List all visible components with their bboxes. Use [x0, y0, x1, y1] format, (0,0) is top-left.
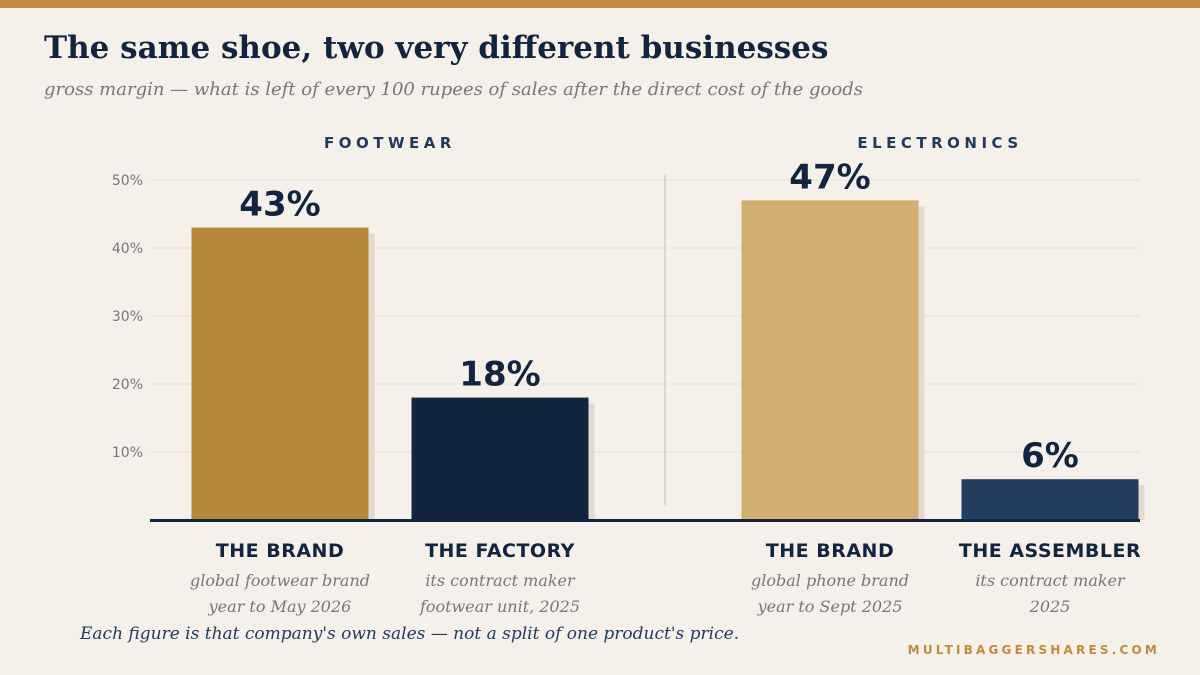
bar-period: year to May 2026: [208, 597, 352, 616]
bar-period: year to Sept 2025: [757, 597, 903, 616]
chart-subtitle: gross margin — what is left of every 100…: [44, 79, 863, 100]
bar-category-label: THE FACTORY: [425, 540, 575, 562]
bar-category-label: THE BRAND: [766, 540, 894, 562]
site-credit: MULTIBAGGERSHARES.COM: [907, 643, 1160, 657]
bar: [961, 479, 1139, 520]
top-accent-bar: [0, 0, 1200, 8]
bar-category-label: THE BRAND: [216, 540, 344, 562]
bar-period: footwear unit, 2025: [419, 597, 580, 616]
bar-description: its contract maker: [975, 571, 1126, 590]
bar-value-label: 47%: [789, 157, 870, 197]
bar: [411, 397, 589, 520]
bar: [191, 227, 369, 520]
bar-category-label: THE ASSEMBLER: [959, 540, 1141, 562]
bar-value-label: 18%: [459, 355, 540, 395]
bar-description: global phone brand: [751, 571, 909, 590]
bar-period: 2025: [1029, 597, 1071, 616]
bar-description: global footwear brand: [190, 571, 370, 590]
group-label: ELECTRONICS: [857, 134, 1022, 152]
group-label: FOOTWEAR: [324, 134, 456, 152]
bar-value-label: 43%: [239, 185, 320, 225]
bar-value-label: 6%: [1021, 436, 1079, 476]
footnote: Each figure is that company's own sales …: [80, 624, 740, 644]
bar: [741, 200, 919, 520]
y-tick-label: 10%: [112, 445, 143, 461]
y-tick-label: 30%: [112, 309, 143, 325]
y-tick-label: 50%: [112, 173, 143, 189]
y-tick-label: 20%: [112, 377, 143, 393]
bar-description: its contract maker: [425, 571, 576, 590]
chart-title: The same shoe, two very different busine…: [44, 30, 829, 66]
y-tick-label: 40%: [112, 241, 143, 257]
